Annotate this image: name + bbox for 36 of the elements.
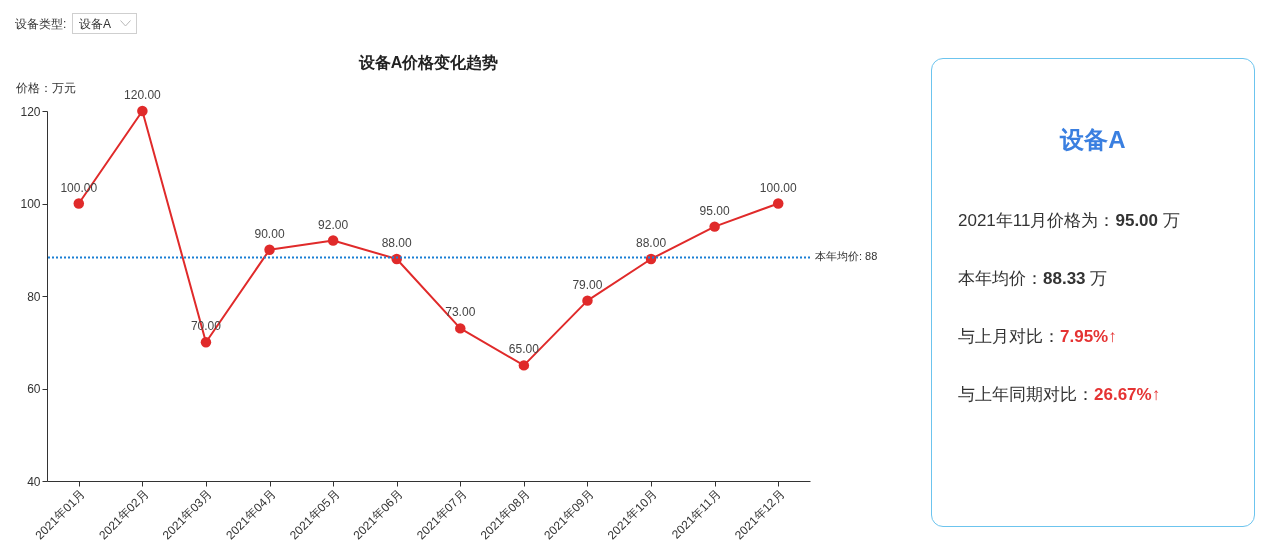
point [73,198,85,209]
data-label: 100.00 [759,180,797,195]
point [772,198,784,209]
y-tick-label: 40 [27,474,41,489]
y-tick-label: 60 [27,382,41,396]
text: 与上月对比：7.95%↑ [958,326,1117,348]
dropdown: 设备A [72,13,137,34]
text: 本年均价：88.33 万 [958,268,1108,290]
point [518,360,530,371]
point [582,295,593,306]
data-label: 79.00 [572,277,603,292]
text: 与上年同期对比：26.67%↑ [958,384,1161,406]
point [455,323,466,334]
point [645,253,657,265]
data-label: 90.00 [254,226,285,241]
y-axis-title: 价格：万元 [14,80,76,95]
data-label: 120.00 [124,88,162,102]
point [264,244,275,255]
y-tick-label: 120 [20,104,41,119]
text: 设备类型: [15,17,67,31]
point [200,337,212,348]
data-label: 65.00 [508,342,540,357]
data-label: 88.00 [381,236,413,250]
point [137,105,148,117]
data-label: 92.00 [318,217,349,232]
chart-title: 设备A价格变化趋势 [357,54,499,71]
text: 设备A [1058,125,1127,155]
data-label: 73.00 [445,305,476,320]
y-tick-label: 80 [27,289,41,304]
point [327,235,339,246]
ref-line-label: 本年均价: 88 [815,250,878,263]
data-label: 95.00 [699,203,730,218]
point [709,221,720,232]
text: 2021年11月价格为：95.00 万 [958,210,1180,232]
y-tick-label: 100 [20,197,41,211]
data-label: 88.00 [636,236,667,250]
